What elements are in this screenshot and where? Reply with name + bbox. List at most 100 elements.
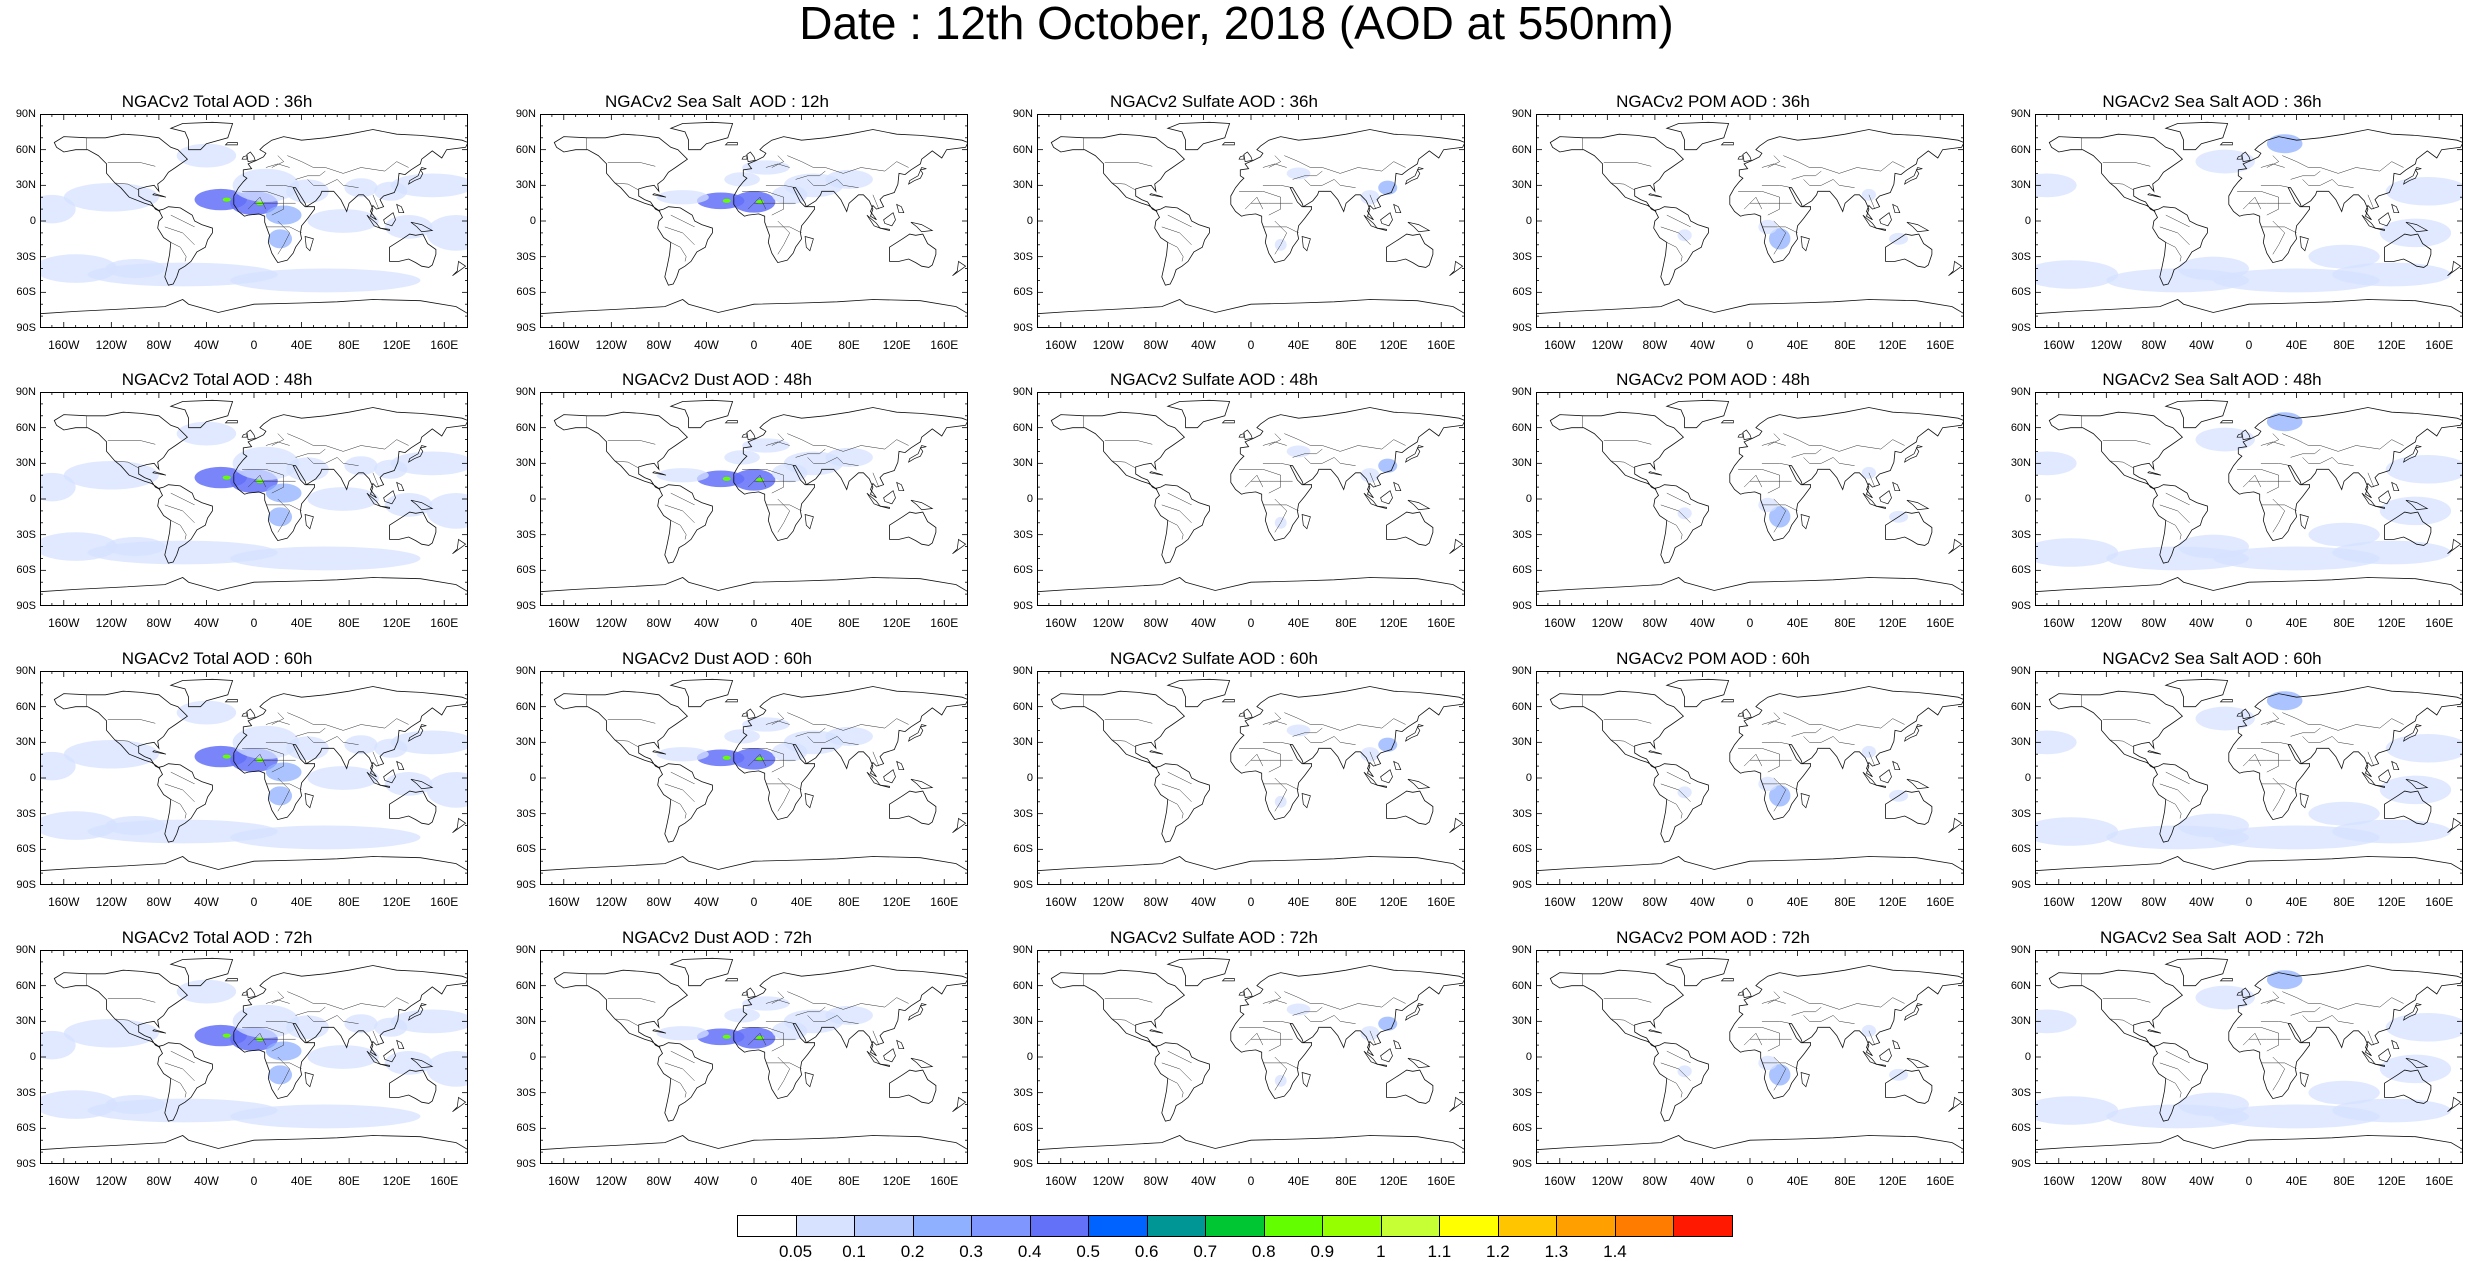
country-border [1262, 720, 1287, 725]
lon-tick-label: 120E [2377, 616, 2406, 630]
country-border [2282, 991, 2404, 1010]
panel-title: NGACv2 Dust AOD : 48h [622, 370, 812, 389]
lon-tick-label: 0 [1247, 895, 1255, 909]
coastline-island [2147, 193, 2162, 198]
country-border [2260, 720, 2285, 725]
lon-tick-label: 40E [290, 1174, 313, 1188]
coastline-africa-eurasia [233, 129, 468, 264]
country-border [1262, 163, 1287, 168]
lat-tick-label: 60S [1013, 564, 1033, 577]
country-border [1610, 1018, 1635, 1027]
lat-tick-label: 30S [16, 1086, 36, 1099]
map-background [1037, 950, 1465, 1164]
coastline-greenland [169, 957, 234, 987]
coastlines [540, 957, 968, 1151]
lat-tick-label: 30S [2011, 1086, 2031, 1099]
coastline-antarctica [1536, 1135, 1964, 1151]
lon-tick-label: 80E [1335, 895, 1357, 909]
coastline-island [1948, 817, 1963, 833]
lon-tick-label: 0 [750, 895, 758, 909]
coastline-island [2219, 699, 2233, 703]
coastline-island [152, 471, 167, 476]
coastline-north-america [53, 411, 189, 490]
country-border [1738, 1027, 1780, 1052]
aod-peak [222, 1033, 231, 1038]
lon-tick-label: 160W [1045, 616, 1077, 630]
coastline-north-america [1549, 969, 1685, 1048]
country-border [1284, 712, 1406, 731]
coastline-antarctica [1536, 577, 1964, 593]
country-border [765, 742, 796, 745]
coastline-island [2447, 817, 2462, 833]
lat-tick-label: 60S [1013, 286, 1033, 299]
coastlines [2035, 957, 2463, 1151]
coastline-island [907, 1003, 927, 1021]
country-border [607, 719, 656, 724]
aod-blob [2266, 691, 2303, 711]
coastline-south-america [1653, 206, 1709, 286]
lat-tick-label: 90S [516, 322, 536, 334]
coastline-island [1404, 445, 1424, 463]
country-border [2165, 1078, 2182, 1098]
lat-tick-label: 30N [2010, 457, 2031, 470]
coastline-island [2236, 991, 2243, 996]
map-plot [2035, 950, 2463, 1164]
lon-tick-label: 40W [194, 338, 219, 352]
coastline-island [1648, 750, 1663, 755]
lon-tick-label: 160W [2043, 338, 2075, 352]
aod-blob [40, 751, 76, 781]
map-background [1037, 671, 1465, 885]
lon-tick-label: 40E [790, 338, 813, 352]
coastline-island [1737, 155, 1744, 160]
coastline-island [724, 699, 738, 703]
country-border [2282, 155, 2404, 174]
country-border [1244, 753, 1264, 767]
map-background [2035, 114, 2463, 328]
country-border [1244, 1032, 1264, 1046]
country-border [1743, 474, 1763, 488]
country-border [2237, 1027, 2279, 1052]
lon-tick-label: 80W [2141, 616, 2167, 630]
coastline-antarctica [2035, 299, 2463, 315]
coastline-greenland [669, 957, 734, 987]
lat-tick-label: 90N [1511, 108, 1532, 120]
coastline-antarctica [540, 856, 968, 872]
lon-tick-label: 0 [1247, 1174, 1255, 1188]
panel-title: NGACv2 Total AOD : 72h [121, 928, 313, 947]
aod-blob [230, 1104, 421, 1129]
country-border [2290, 170, 2321, 180]
country-border [807, 1015, 859, 1024]
lon-tick-label: 120W [595, 338, 627, 352]
lat-tick-label: 60N [1511, 700, 1532, 713]
country-border [1161, 226, 1192, 245]
coastline-island [652, 750, 667, 755]
map-panel-sulfate: NGACv2 Sulfate AOD : 60h 90N 60N 30N 0 30S 60S… [999, 649, 1465, 924]
lat-tick-label: 30N [1012, 736, 1033, 749]
lat-tick-label: 90S [516, 1158, 536, 1170]
coastline-island [1393, 760, 1402, 771]
country-border [107, 162, 156, 167]
coastline-south-america [1653, 484, 1709, 564]
coastline-greenland [1665, 678, 1730, 708]
lat-tick-label: 90S [1013, 879, 1033, 891]
map-plot [1536, 671, 1964, 885]
country-border [1761, 163, 1786, 168]
lon-tick-label: 120W [1591, 895, 1623, 909]
map-frame [1536, 950, 1964, 1164]
lat-tick-label: 0 [2024, 215, 2031, 227]
coastline-island [152, 750, 167, 755]
coastline-island [879, 505, 890, 509]
country-border [1161, 1062, 1192, 1081]
coastline-australia [389, 233, 437, 268]
country-border [1167, 492, 1192, 506]
colorbar-label: 0.4 [1017, 1242, 1042, 1261]
aod-blob [724, 172, 760, 187]
lat-tick-label: 60S [2011, 564, 2031, 577]
aod-blob [2035, 173, 2077, 198]
map-frame [1536, 114, 1964, 328]
lon-tick-label: 160W [548, 338, 580, 352]
colorbar-label: 0.2 [900, 1242, 925, 1261]
aod-blob [2035, 260, 2119, 289]
country-border [1767, 155, 1781, 168]
aod-shading [656, 996, 873, 1049]
